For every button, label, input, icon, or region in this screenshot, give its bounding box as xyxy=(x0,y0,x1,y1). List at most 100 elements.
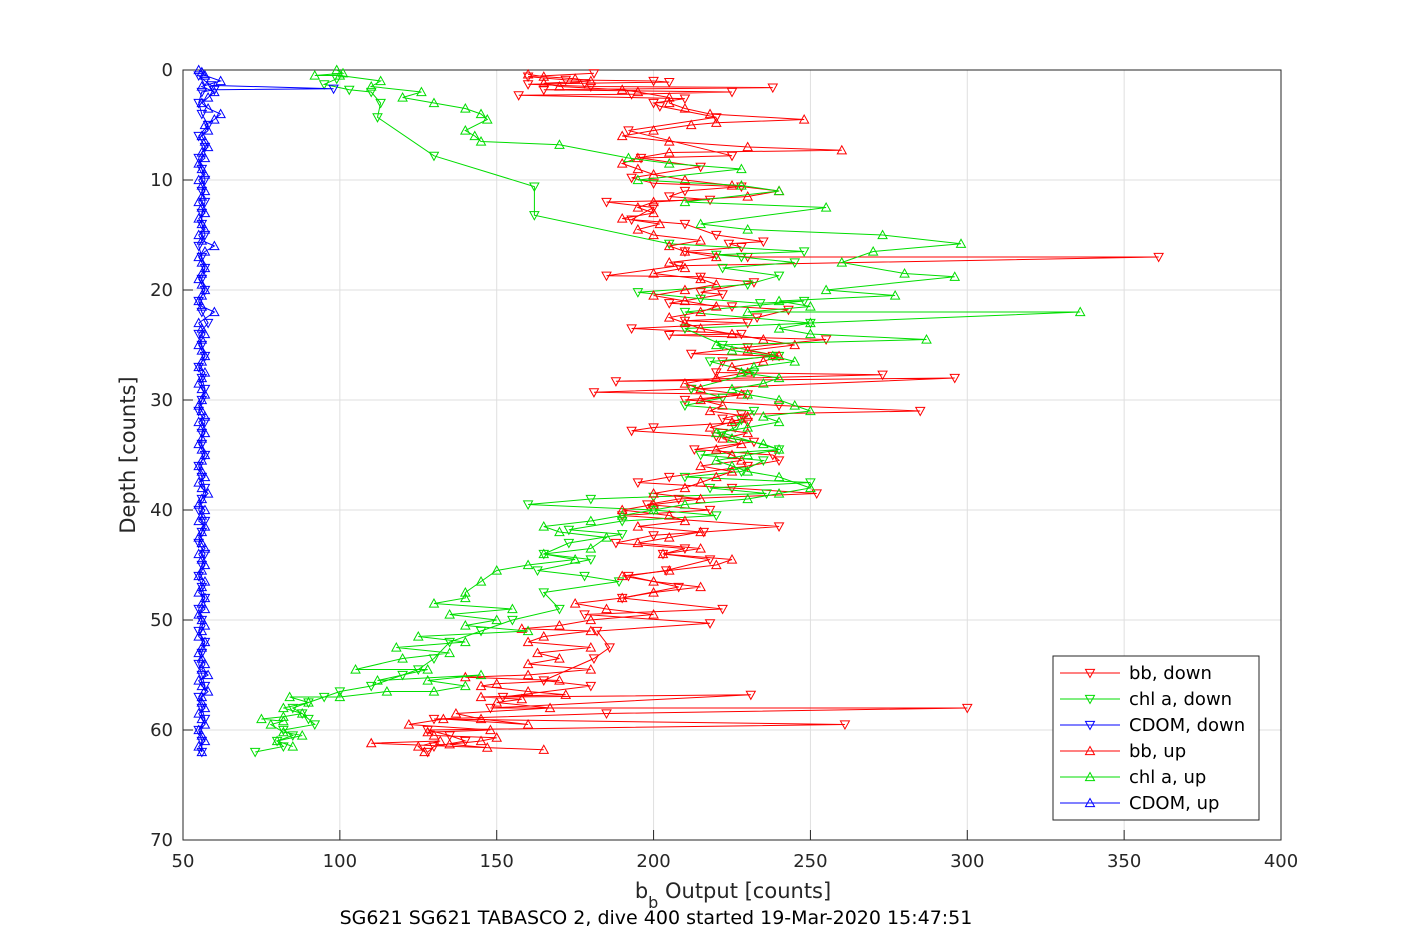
data-point xyxy=(685,349,697,360)
data-point xyxy=(459,592,471,603)
data-point xyxy=(199,718,211,729)
data-point xyxy=(365,80,377,91)
data-point xyxy=(538,548,550,559)
data-point xyxy=(560,75,572,86)
data-point xyxy=(196,625,208,636)
data-point xyxy=(196,201,208,212)
data-point xyxy=(648,203,659,214)
data-point xyxy=(296,707,308,718)
data-point xyxy=(469,130,481,141)
series-cdom-up xyxy=(193,64,226,757)
data-point xyxy=(199,575,211,586)
data-point xyxy=(199,350,211,361)
data-point xyxy=(663,239,675,250)
data-point xyxy=(278,726,289,737)
data-point xyxy=(663,509,675,520)
data-point xyxy=(529,182,540,193)
data-point xyxy=(365,737,377,748)
data-point xyxy=(365,681,377,692)
data-point xyxy=(679,174,691,185)
x-axis-label: bb Output [counts] xyxy=(635,879,831,912)
data-point xyxy=(560,689,572,699)
data-point xyxy=(736,179,747,190)
data-point xyxy=(193,157,205,168)
data-point xyxy=(695,542,706,553)
data-point xyxy=(196,439,208,450)
data-point xyxy=(475,669,487,680)
data-point xyxy=(554,80,565,91)
data-point xyxy=(196,66,208,77)
data-point xyxy=(199,619,211,630)
data-point xyxy=(569,597,581,608)
data-point xyxy=(679,196,691,207)
data-point xyxy=(805,300,816,311)
data-point xyxy=(196,179,208,190)
data-point xyxy=(196,465,208,476)
data-point xyxy=(748,368,760,379)
data-point xyxy=(805,317,816,328)
data-point xyxy=(679,94,691,105)
data-point xyxy=(196,333,208,344)
data-point xyxy=(717,263,728,274)
data-point xyxy=(199,417,211,428)
data-point xyxy=(616,516,628,527)
data-point xyxy=(459,736,471,747)
data-point xyxy=(949,271,961,281)
data-point xyxy=(663,564,675,575)
data-point xyxy=(193,438,205,449)
data-point xyxy=(736,438,747,449)
data-point xyxy=(554,604,565,615)
data-point xyxy=(196,421,208,432)
data-point xyxy=(736,252,747,263)
data-point xyxy=(648,229,659,240)
data-point xyxy=(507,603,518,614)
data-point xyxy=(365,87,377,98)
data-point xyxy=(695,460,706,471)
data-point xyxy=(199,119,211,130)
data-point xyxy=(632,201,644,212)
data-point xyxy=(798,296,810,307)
data-point xyxy=(648,504,659,515)
data-point xyxy=(726,553,738,564)
data-point xyxy=(836,256,848,267)
data-point xyxy=(585,515,597,526)
data-point xyxy=(450,707,462,718)
data-point xyxy=(710,230,722,241)
data-point xyxy=(754,299,766,309)
data-point xyxy=(196,509,208,520)
data-point xyxy=(538,71,550,81)
data-point xyxy=(695,294,706,305)
data-point xyxy=(685,119,697,130)
data-point xyxy=(196,300,208,311)
data-point xyxy=(663,311,675,322)
data-point xyxy=(695,162,706,173)
data-point xyxy=(742,280,754,291)
data-point xyxy=(196,526,208,537)
data-point xyxy=(663,78,675,88)
data-point xyxy=(679,186,691,197)
data-point xyxy=(663,192,675,203)
data-point xyxy=(704,483,716,494)
data-point xyxy=(773,401,785,412)
data-point xyxy=(434,735,446,746)
data-point xyxy=(196,493,208,504)
data-point xyxy=(318,80,330,90)
data-point xyxy=(695,234,706,245)
data-point xyxy=(601,271,612,282)
data-point xyxy=(199,658,211,669)
data-point xyxy=(695,493,706,504)
data-point xyxy=(554,674,565,685)
data-point xyxy=(199,559,211,570)
legend-label: chl a, up xyxy=(1129,767,1206,788)
data-point xyxy=(616,130,628,141)
legend-entry: bb, down xyxy=(1060,663,1212,684)
data-point xyxy=(695,383,706,394)
data-point xyxy=(428,714,440,725)
data-point xyxy=(196,696,208,707)
data-point xyxy=(209,85,220,96)
data-point xyxy=(914,406,926,417)
data-point xyxy=(199,549,211,560)
x-axis-label-main: b xyxy=(635,879,648,903)
data-point xyxy=(459,102,471,113)
data-point xyxy=(475,680,487,691)
